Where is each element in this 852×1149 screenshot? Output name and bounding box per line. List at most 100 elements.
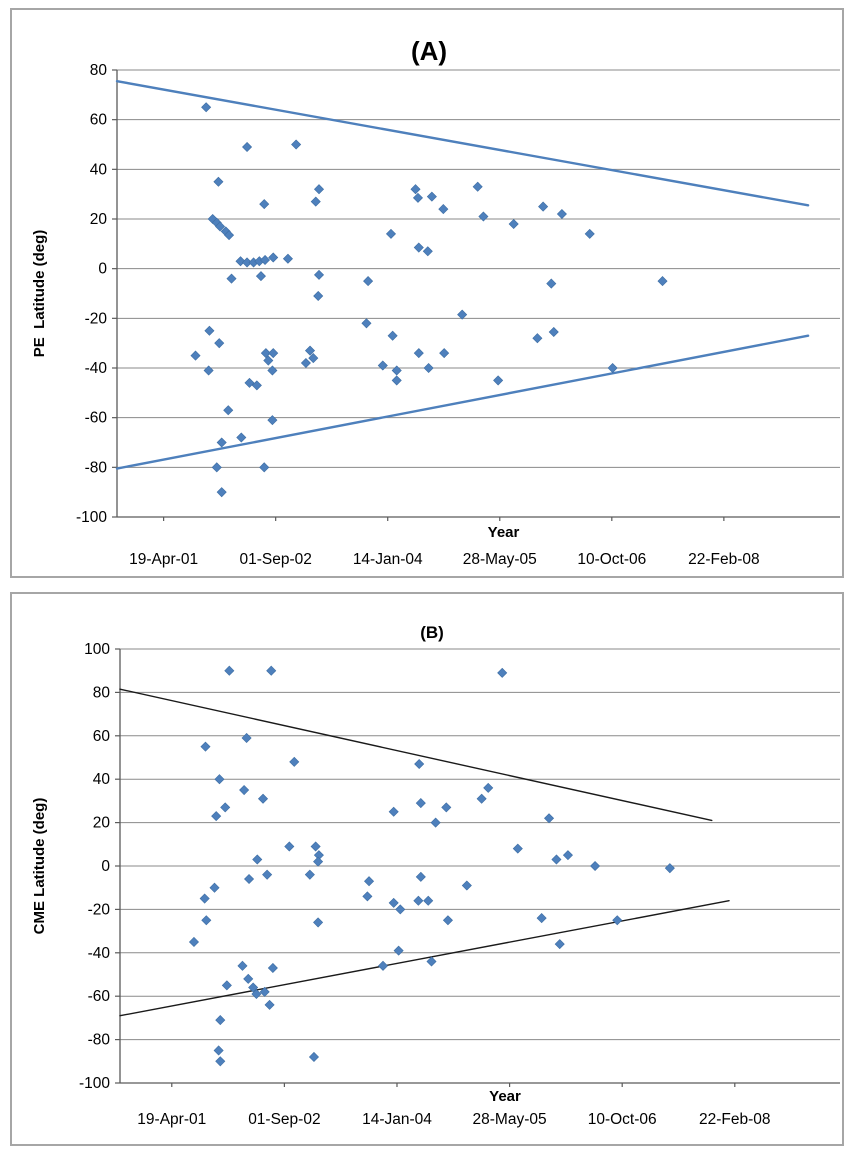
- data-point-diamond: [224, 665, 235, 676]
- data-point-diamond: [304, 869, 315, 880]
- data-point-diamond: [562, 850, 573, 861]
- data-point-diamond: [442, 915, 453, 926]
- data-point-diamond: [190, 350, 201, 361]
- data-point-diamond: [204, 325, 215, 336]
- y-tick-label: -100: [76, 509, 107, 526]
- data-point-diamond: [364, 876, 375, 887]
- data-point-diamond: [213, 1045, 224, 1056]
- data-point-diamond: [546, 278, 557, 289]
- data-point-diamond: [310, 196, 321, 207]
- y-tick-label: 40: [90, 161, 108, 178]
- data-point-diamond: [423, 895, 434, 906]
- data-point-diamond: [223, 405, 234, 416]
- data-point-diamond: [548, 326, 559, 338]
- data-point-diamond: [308, 1051, 319, 1062]
- data-point-diamond: [268, 252, 279, 263]
- data-point-diamond: [266, 665, 277, 676]
- data-point-diamond: [262, 869, 273, 880]
- x-axis-title: Year: [488, 524, 520, 541]
- data-point-diamond: [259, 462, 270, 473]
- data-point-diamond: [226, 273, 237, 284]
- data-point-diamond: [391, 375, 402, 386]
- data-point-diamond: [508, 218, 519, 229]
- data-point-diamond: [220, 802, 231, 813]
- x-tick-label: 28-May-05: [463, 551, 537, 568]
- data-point-diamond: [313, 290, 324, 302]
- data-point-diamond: [478, 211, 489, 222]
- data-point-diamond: [209, 882, 220, 893]
- data-point-diamond: [200, 741, 211, 752]
- data-point-diamond: [267, 962, 278, 974]
- data-point-diamond: [260, 254, 271, 265]
- data-point-diamond: [199, 893, 210, 904]
- data-point-diamond: [237, 960, 248, 971]
- data-point-diamond: [430, 817, 441, 828]
- data-point-diamond: [439, 348, 450, 359]
- data-point-diamond: [387, 330, 398, 341]
- data-point-diamond: [612, 915, 623, 926]
- data-point-diamond: [493, 375, 504, 386]
- x-tick-label: 14-Jan-04: [353, 551, 423, 568]
- y-tick-label: -40: [88, 945, 111, 962]
- data-point-diamond: [300, 358, 311, 369]
- data-point-diamond: [413, 348, 424, 359]
- data-point-diamond: [422, 246, 433, 257]
- data-point-diamond: [512, 843, 523, 854]
- data-point-diamond: [313, 269, 325, 280]
- y-tick-label: 0: [98, 261, 107, 278]
- y-tick-label: 0: [101, 858, 110, 875]
- data-point-diamond: [377, 360, 388, 371]
- data-point-diamond: [308, 353, 319, 364]
- data-point-diamond: [224, 230, 235, 241]
- data-point-diamond: [423, 362, 434, 374]
- data-point-diamond: [214, 774, 225, 785]
- data-point-diamond: [607, 362, 618, 374]
- x-tick-label: 01-Sep-02: [239, 551, 311, 568]
- data-point-diamond: [415, 798, 426, 809]
- data-point-diamond: [388, 897, 399, 908]
- data-point-diamond: [538, 201, 549, 212]
- data-point-diamond: [426, 191, 437, 202]
- data-point-diamond: [235, 256, 246, 267]
- data-point-diamond: [267, 365, 278, 376]
- data-point-diamond: [239, 785, 250, 796]
- data-point-diamond: [657, 276, 668, 287]
- y-tick-label: -40: [85, 360, 108, 377]
- data-point-diamond: [438, 204, 449, 215]
- y-tick-label: 80: [90, 62, 108, 79]
- data-point-diamond: [415, 871, 426, 882]
- trend-line-lower-envelope: [115, 334, 810, 470]
- data-point-diamond: [363, 276, 374, 287]
- data-point-diamond: [395, 904, 406, 915]
- y-tick-label: -20: [88, 901, 111, 918]
- trend-line-upper-envelope: [119, 688, 713, 822]
- data-point-diamond: [536, 913, 547, 924]
- x-tick-label: 19-Apr-01: [129, 551, 198, 568]
- data-point-diamond: [377, 960, 389, 971]
- data-point-diamond: [289, 756, 300, 767]
- data-point-diamond: [590, 860, 601, 872]
- y-axis-title: PE Latitude (deg): [31, 230, 48, 358]
- x-axis-title: Year: [489, 1088, 521, 1105]
- x-tick-label: 01-Sep-02: [248, 1111, 320, 1128]
- chart-svg: 100 80 60 40 20 0 -20 -40 -60 -80 -100 19-Apr-01 01-…: [31, 623, 840, 1128]
- data-point-diamond: [248, 982, 259, 993]
- data-point-diamond: [242, 141, 253, 153]
- x-tick-label: 19-Apr-01: [137, 1111, 206, 1128]
- y-tick-label: 80: [93, 684, 111, 701]
- data-point-diamond: [544, 813, 555, 824]
- data-point-diamond: [313, 917, 324, 928]
- x-tick-label: 22-Feb-08: [688, 551, 760, 568]
- data-point-diamond: [259, 199, 270, 210]
- data-point-diamond: [413, 242, 424, 253]
- data-point-diamond: [251, 989, 262, 1000]
- data-point-diamond: [215, 1056, 226, 1067]
- data-point-diamond: [584, 228, 595, 239]
- data-point-diamond: [313, 856, 324, 867]
- data-point-diamond: [497, 667, 508, 678]
- y-tick-label: -80: [88, 1032, 111, 1049]
- data-point-diamond: [221, 980, 232, 991]
- chart-svg: 80 60 40 20 0 -20 -40 -60 -80 -100 19-Apr-01 01-Sep…: [31, 36, 840, 568]
- data-point-diamond: [268, 348, 279, 359]
- data-point-diamond: [410, 184, 421, 195]
